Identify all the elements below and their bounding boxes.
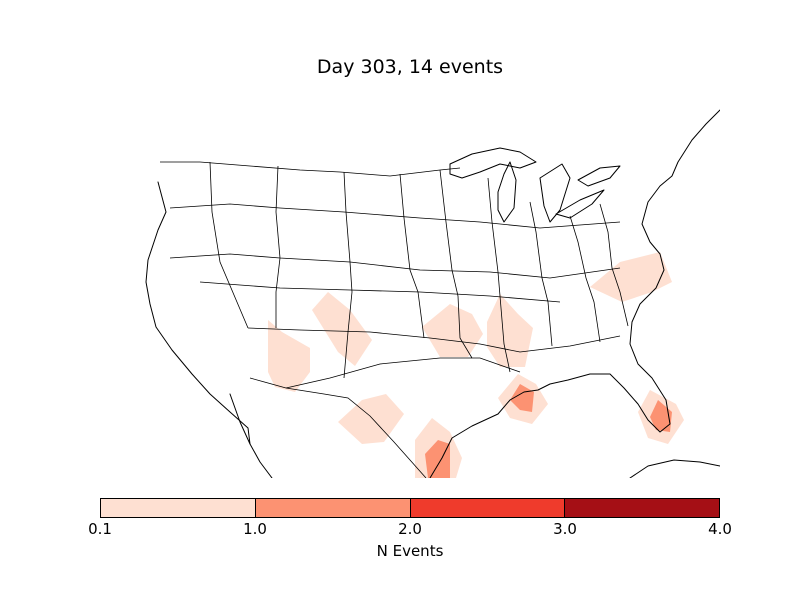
colorbar-segment-3 [564, 499, 719, 517]
event-regions [268, 252, 684, 478]
event-area-arkansas [487, 294, 533, 367]
colorbar-tick-2: 2.0 [398, 520, 422, 538]
colorbar-segment-2 [409, 499, 565, 517]
state-border-columns [209, 161, 629, 379]
event-area-mexico-border [338, 394, 404, 444]
colorbar [100, 498, 720, 518]
event-area-texas-coast-inner [425, 440, 450, 478]
event-density-map [145, 109, 720, 478]
cuba-coastline [629, 459, 720, 478]
colorbar-segment-0 [101, 499, 255, 517]
pacific-coastline [145, 181, 251, 445]
event-area-florida-inner [650, 400, 672, 432]
coastlines [145, 109, 720, 478]
us-canada-border [160, 161, 461, 177]
state-border-rows [169, 203, 621, 389]
great-lakes [449, 147, 621, 223]
us-mexico-border [249, 377, 427, 478]
event-area-four-corners [312, 292, 372, 366]
event-area-oklahoma [422, 304, 483, 357]
colorbar-tick-4: 4.0 [708, 520, 732, 538]
map-panel [100, 82, 720, 478]
colorbar-segment-1 [254, 499, 410, 517]
colorbar-tick-1: 1.0 [243, 520, 267, 538]
map-title: Day 303, 14 events [316, 56, 504, 78]
gulf-coastline [429, 109, 720, 478]
event-area-arizona [268, 320, 310, 392]
colorbar-tick-0: 0.1 [88, 520, 112, 538]
colorbar-label: N Events [376, 542, 444, 560]
state-borders [160, 161, 629, 478]
colorbar-tick-3: 3.0 [553, 520, 577, 538]
event-area-north-carolina [590, 252, 672, 302]
baja-coastline [229, 393, 273, 478]
